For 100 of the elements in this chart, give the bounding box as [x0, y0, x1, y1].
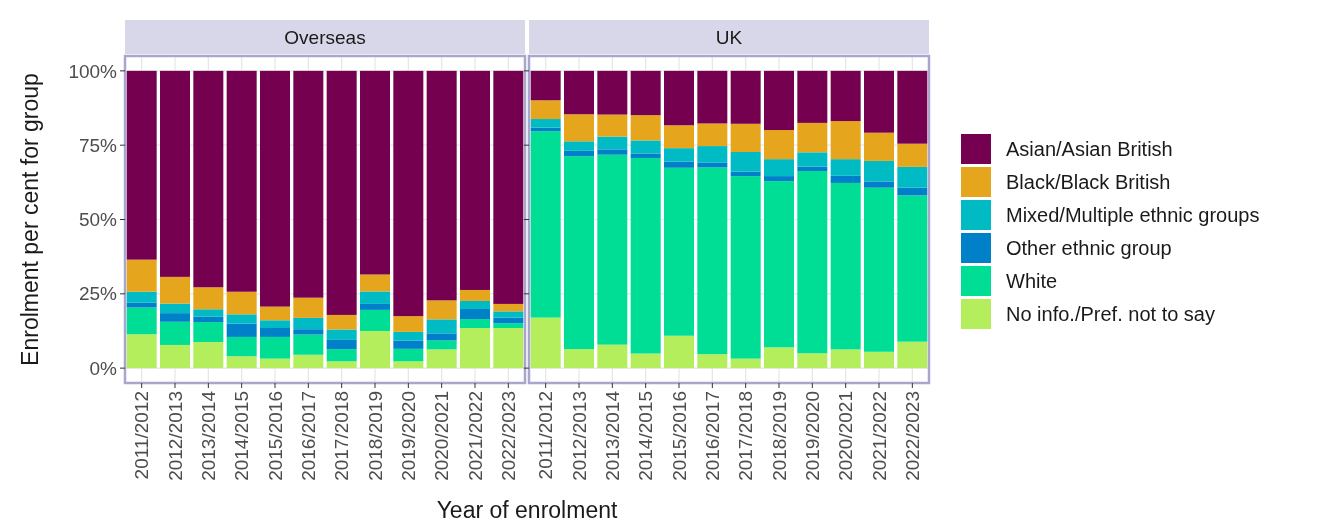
bar	[126, 259, 157, 292]
bar	[864, 70, 894, 133]
bar	[326, 361, 357, 369]
bar	[460, 70, 490, 290]
bar	[864, 187, 894, 352]
bar	[393, 316, 424, 332]
bar	[897, 187, 928, 196]
bar	[393, 348, 424, 362]
bar	[426, 70, 457, 301]
bar	[493, 311, 524, 318]
y-tick-label: 0%	[89, 357, 118, 379]
x-tick-label: 2013/2014	[197, 390, 219, 481]
x-tick-label: 2018/2019	[768, 391, 790, 481]
x-tick-label: 2018/2019	[364, 391, 386, 481]
bar	[830, 121, 861, 160]
x-tick-label: 2014/2015	[231, 391, 253, 481]
bar	[460, 300, 490, 309]
x-tick-label: 2012/2013	[568, 391, 590, 481]
bar	[830, 70, 861, 122]
bar	[730, 152, 761, 172]
x-tick-label: 2013/2014	[601, 390, 623, 481]
bar	[126, 307, 157, 335]
bar	[764, 176, 794, 182]
legend-label: Mixed/Multiple ethnic groups	[1006, 204, 1260, 226]
bar	[293, 329, 324, 335]
x-tick-label: 2015/2016	[264, 391, 286, 481]
x-tick-label: 2020/2021	[835, 391, 857, 481]
legend-label: Asian/Asian British	[1006, 138, 1173, 160]
x-tick-label: 2022/2023	[497, 391, 519, 481]
bar	[830, 159, 861, 176]
bar	[597, 154, 628, 345]
bar	[530, 131, 561, 318]
bar	[530, 317, 561, 369]
bar	[764, 347, 794, 369]
bar	[426, 333, 457, 341]
bar	[160, 321, 190, 345]
bar	[226, 336, 257, 357]
bar	[393, 340, 424, 349]
bar	[460, 308, 490, 320]
bar	[530, 119, 561, 128]
bar	[630, 153, 661, 158]
bar	[664, 125, 694, 149]
legend-label: Other ethnic group	[1006, 237, 1172, 259]
y-tick-label: 50%	[78, 209, 118, 231]
bar	[530, 100, 561, 120]
bar	[530, 70, 561, 101]
bar	[193, 287, 224, 310]
x-tick-label: 2011/2012	[535, 391, 557, 480]
chart-title: Overseas	[284, 27, 366, 48]
bar	[830, 175, 861, 183]
bar	[226, 314, 257, 324]
bar	[460, 328, 490, 369]
bar	[426, 300, 457, 320]
x-tick-label: 2020/2021	[431, 391, 453, 481]
bar	[360, 70, 390, 275]
bar	[664, 167, 694, 336]
bar	[897, 70, 928, 144]
bar	[564, 156, 594, 350]
bar	[897, 195, 928, 342]
bar	[697, 70, 728, 124]
bar	[493, 323, 524, 328]
x-tick-label: 2021/2022	[464, 391, 486, 481]
bar	[664, 161, 694, 168]
bar	[697, 167, 728, 355]
bar	[493, 303, 524, 312]
bar	[426, 340, 457, 350]
bar	[830, 182, 861, 350]
bar	[697, 354, 728, 369]
bar	[797, 166, 828, 172]
bar	[697, 146, 728, 163]
bar	[797, 353, 828, 369]
bar	[730, 123, 761, 153]
bar	[160, 344, 190, 369]
legend-label: Black/Black British	[1006, 171, 1171, 193]
bar	[597, 344, 628, 369]
x-tick-label: 2011/2012	[131, 391, 153, 480]
bar	[597, 149, 628, 155]
bar	[597, 136, 628, 150]
bar	[797, 70, 828, 123]
bar	[830, 349, 861, 369]
chart-title: UK	[715, 27, 743, 48]
bar	[160, 70, 190, 277]
bar	[697, 123, 728, 147]
bar	[493, 328, 524, 369]
bar	[460, 319, 490, 328]
bar	[764, 130, 794, 160]
bar	[126, 70, 157, 260]
bar	[360, 309, 390, 331]
bar	[460, 289, 490, 301]
bar	[864, 160, 894, 182]
x-tick-label: 2022/2023	[901, 391, 923, 481]
bar	[797, 122, 828, 153]
bar	[126, 291, 157, 303]
bar	[193, 316, 224, 323]
bar	[764, 181, 794, 348]
bar	[260, 306, 290, 321]
bar	[226, 70, 257, 292]
y-axis-title: Enrolment per cent for group	[17, 73, 43, 366]
bar	[193, 322, 224, 342]
bar	[260, 358, 290, 369]
